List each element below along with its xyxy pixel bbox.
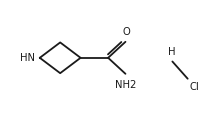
Text: O: O [123,27,130,37]
Text: NH2: NH2 [115,80,137,90]
Text: H: H [168,47,175,57]
Text: HN: HN [20,53,35,63]
Text: Cl: Cl [190,82,200,92]
